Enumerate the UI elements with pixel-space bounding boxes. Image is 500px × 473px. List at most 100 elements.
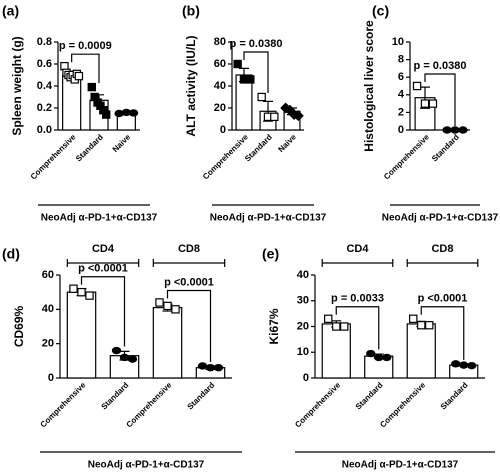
data-point	[119, 353, 130, 362]
x-tick-label: Standard	[100, 380, 131, 411]
y-tick-label: 80	[214, 36, 226, 48]
data-point	[458, 126, 468, 134]
y-tick-label: 0	[398, 124, 404, 136]
data-point	[382, 353, 392, 362]
data-point	[171, 305, 180, 314]
p-value: p <0.0001	[164, 276, 214, 288]
data-point	[85, 291, 94, 300]
data-point	[409, 314, 418, 323]
significance-bracket	[243, 51, 269, 93]
y-tick-label: 4	[398, 89, 405, 101]
panel-label: (a)	[2, 3, 19, 19]
y-tick-label: 20	[214, 102, 226, 114]
significance-bracket	[424, 73, 456, 126]
data-point	[412, 81, 422, 91]
y-tick-label: 0	[220, 124, 226, 136]
data-point	[324, 314, 333, 323]
p-value: p <0.0001	[418, 293, 468, 305]
panel-label: (b)	[182, 3, 200, 19]
y-tick-label: 8	[398, 54, 404, 66]
group-label: CD8	[178, 243, 200, 255]
x-tick-label: Comprehensive	[293, 380, 342, 429]
panel-label: (e)	[262, 246, 279, 262]
x-tick-label: Comprehensive	[29, 132, 78, 181]
x-tick-label: Comprehensive	[382, 132, 431, 181]
data-point	[128, 109, 139, 117]
x-tick-label: Standard	[439, 380, 470, 411]
y-axis-label: CD69%	[12, 306, 26, 348]
y-axis-label: Ki67%	[267, 308, 281, 344]
y-tick-label: 6	[398, 71, 404, 83]
data-point	[111, 346, 122, 355]
p-value: p = 0.0380	[414, 60, 467, 72]
y-axis-label: Spleen weight (g)	[10, 36, 24, 135]
y-tick-label: 20	[297, 320, 309, 332]
y-tick-label: 0	[48, 372, 54, 384]
bar	[152, 307, 183, 379]
y-tick-label: 40	[297, 269, 309, 281]
data-point	[340, 322, 349, 331]
data-point	[69, 284, 78, 293]
x-tick-label: Naive	[276, 132, 298, 154]
p-value: p = 0.0380	[230, 38, 283, 50]
x-axis-label: NeoAdj α-PD-1+α-CD137	[210, 213, 327, 224]
group-label: CD4	[92, 243, 115, 255]
x-axis-label: NeoAdj α-PD-1+α-CD137	[41, 213, 158, 224]
y-tick-label: 10	[392, 36, 404, 48]
y-tick-label: 0.8	[37, 36, 52, 48]
x-tick-label: Naive	[111, 132, 133, 154]
y-axis-label: Histological liver score	[362, 20, 376, 152]
group-bracket	[152, 259, 226, 267]
y-tick-label: 40	[214, 80, 226, 92]
group-bracket	[66, 259, 140, 267]
significance-bracket	[420, 306, 465, 360]
data-point	[163, 301, 172, 311]
y-tick-label: 0.2	[37, 102, 52, 114]
data-point	[270, 112, 279, 121]
bar	[321, 323, 351, 379]
data-point	[246, 75, 255, 84]
p-value: p = 0.0033	[331, 293, 384, 305]
data-point	[332, 322, 341, 331]
p-value: p <0.0001	[78, 263, 128, 275]
y-tick-label: 30	[297, 295, 309, 307]
y-tick-label: 60	[42, 269, 54, 281]
data-point	[257, 92, 266, 102]
data-point	[155, 298, 164, 307]
significance-bracket	[80, 276, 126, 347]
y-tick-label: 10	[297, 346, 309, 358]
bar	[66, 291, 97, 379]
panel-label: (d)	[2, 246, 20, 262]
data-point	[102, 110, 111, 119]
data-point	[77, 287, 86, 297]
y-tick-label: 40	[42, 303, 54, 315]
y-tick-label: 0.0	[37, 124, 52, 136]
x-tick-label: Comprehensive	[378, 380, 427, 429]
data-point	[374, 353, 384, 362]
data-point	[87, 82, 96, 92]
significance-bracket	[335, 306, 380, 350]
significance-bracket	[71, 53, 100, 84]
x-axis-label: NeoAdj α-PD-1+α-CD137	[88, 460, 205, 471]
data-point	[417, 321, 426, 330]
group-bracket	[321, 259, 394, 267]
data-point	[292, 110, 304, 122]
y-tick-label: 0.6	[37, 58, 52, 70]
x-axis-label: NeoAdj α-PD-1+α-CD137	[342, 460, 459, 471]
bar	[406, 323, 436, 379]
group-label: CD8	[431, 243, 453, 255]
y-tick-label: 0	[303, 372, 309, 384]
data-point	[213, 364, 224, 372]
data-point	[205, 364, 216, 372]
panel-label: (c)	[372, 3, 389, 19]
data-point	[467, 361, 477, 370]
group-label: CD4	[346, 243, 369, 255]
data-point	[459, 361, 469, 369]
y-tick-label: 2	[398, 106, 404, 118]
data-point	[420, 99, 430, 108]
data-point	[428, 99, 438, 108]
data-point	[442, 126, 452, 134]
x-tick-label: Standard	[430, 132, 461, 163]
group-bracket	[406, 259, 479, 267]
